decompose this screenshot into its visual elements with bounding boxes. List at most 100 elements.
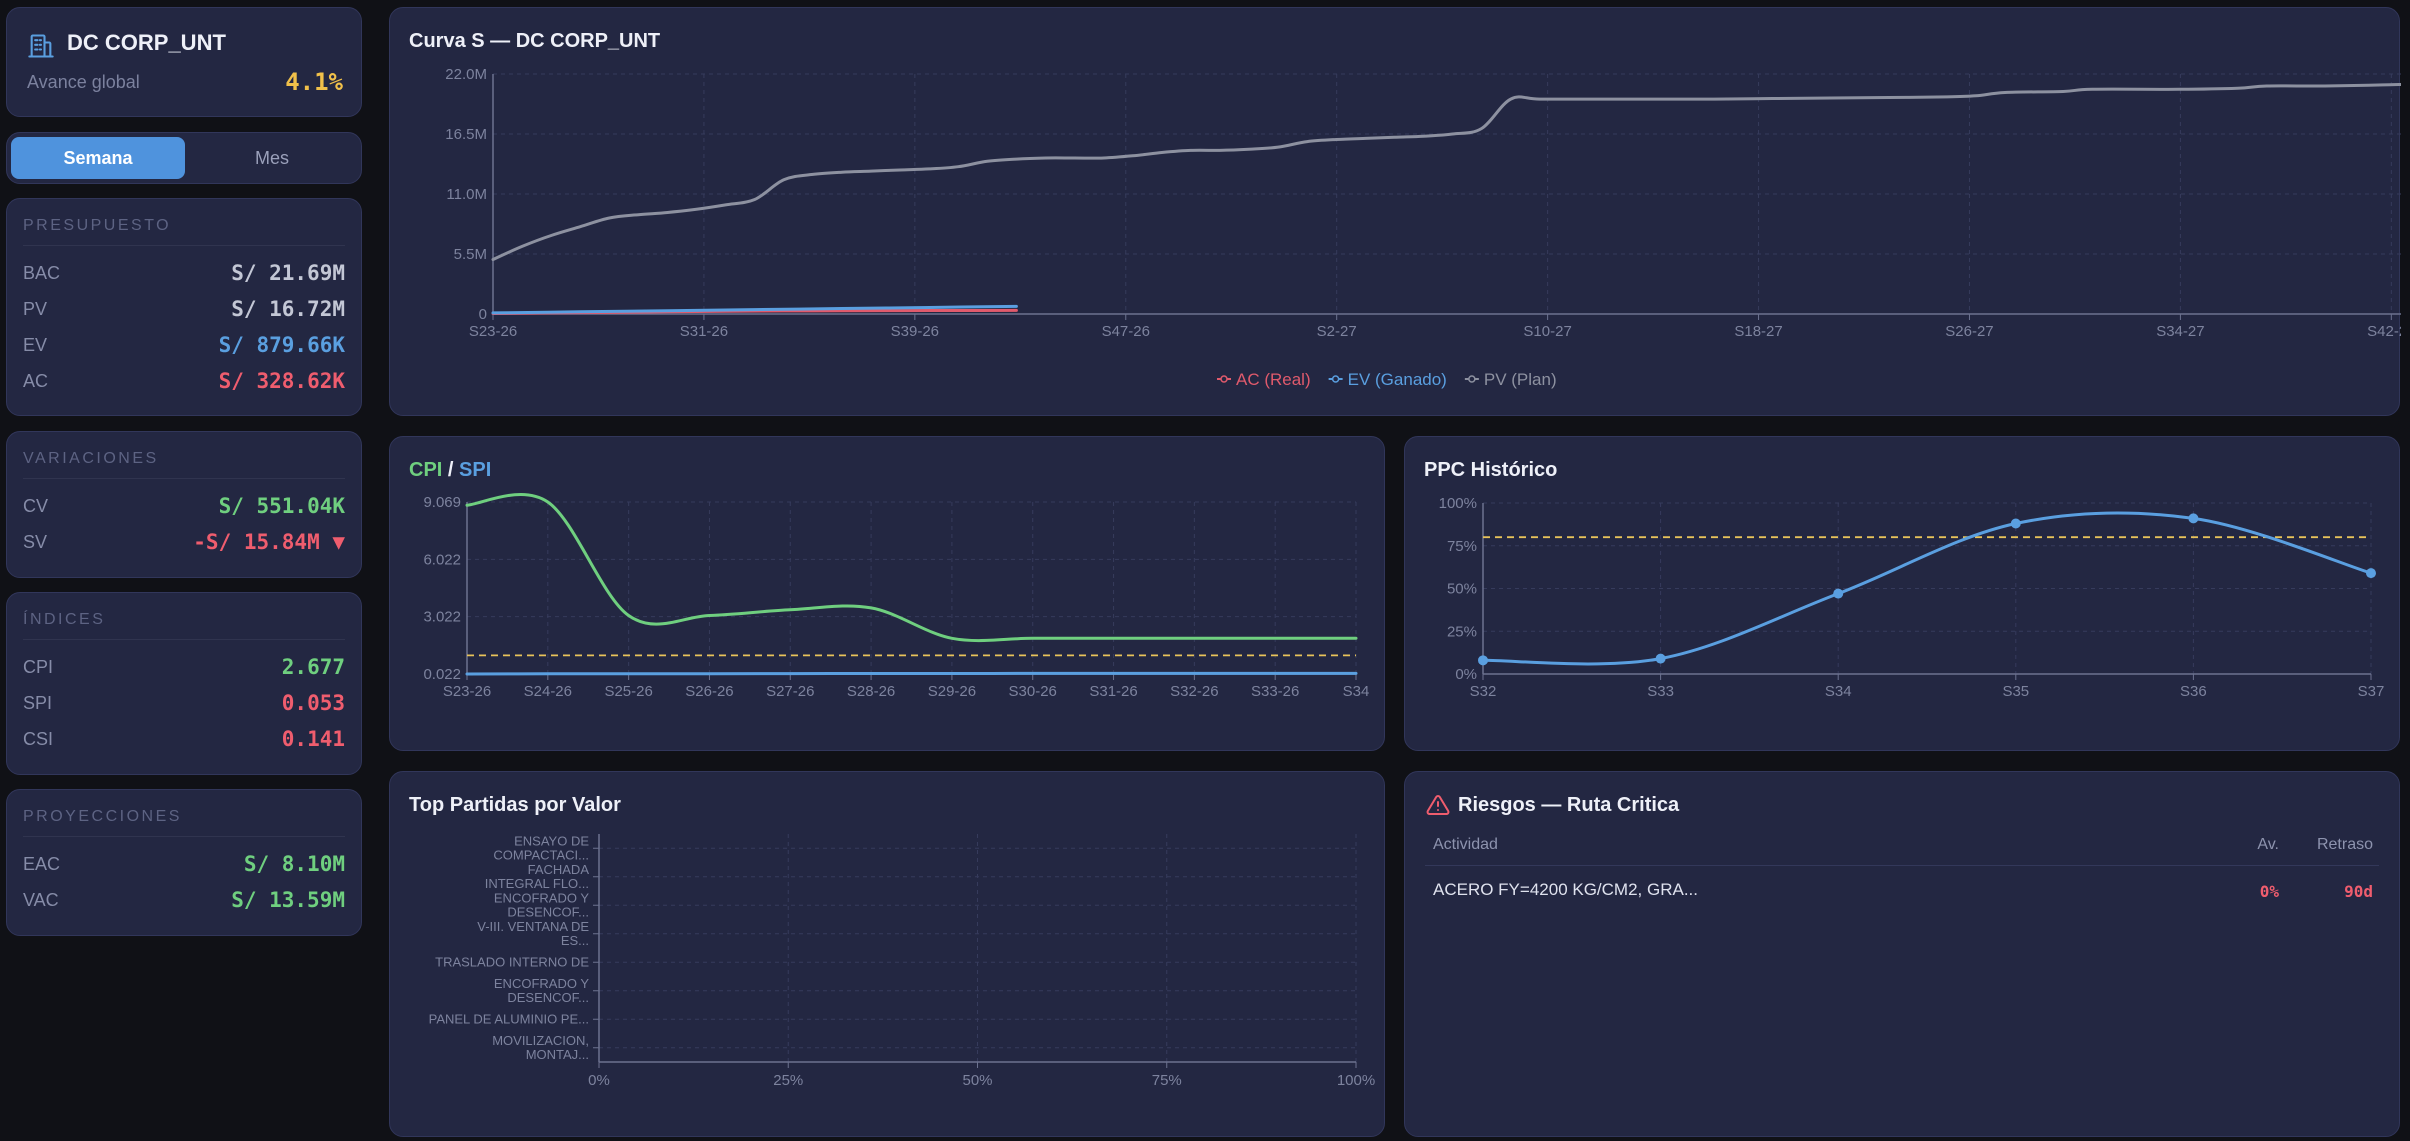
x-tick-label: S29-26 (928, 683, 976, 700)
risk-activity: ACERO FY=4200 KG/CM2, GRA... (1433, 880, 1699, 899)
indices-card: ÍNDICES CPI 2.677 SPI 0.053 CSI 0.141 (6, 592, 362, 775)
kpi-value: S/ 16.72M (231, 297, 345, 321)
budget-title: PRESUPUESTO (23, 217, 172, 234)
category-label-line: ENCOFRADO Y (494, 890, 589, 905)
legend-marker (1468, 375, 1476, 383)
kpi-label: VAC (23, 889, 59, 910)
data-point (2010, 518, 2021, 529)
category-label: ENCOFRADO Y DESENCOF... (494, 890, 589, 919)
spi-title: SPI (459, 459, 492, 481)
projections-title: PROYECCIONES (23, 808, 182, 825)
month-toggle-button[interactable]: Mes (254, 147, 289, 168)
legend-item-1[interactable]: EV (Ganado) (1328, 370, 1447, 389)
kpi-row-sv: SV -S/ 15.84M ▼ (23, 528, 345, 556)
progress-value: 4.1% (285, 68, 343, 96)
x-tick-label: S18-27 (1734, 323, 1782, 340)
legend-item-2[interactable]: PV (Plan) (1464, 370, 1557, 389)
x-tick-label: S24-26 (524, 683, 572, 700)
kpi-value: S/ 328.62K (218, 369, 345, 393)
week-toggle-button[interactable]: Semana (11, 137, 185, 179)
divider (23, 478, 345, 479)
x-tick-label: S25-26 (604, 683, 652, 700)
project-name: DC CORP_UNT (67, 30, 226, 55)
x-tick-label: S39-26 (891, 323, 939, 340)
col-delay: Retraso (2316, 836, 2373, 853)
legend-label: PV (Plan) (1484, 370, 1557, 389)
kpi-label: EV (23, 334, 48, 355)
title-separator: / (442, 459, 460, 481)
x-tick-label: S30-26 (1009, 683, 1057, 700)
kpi-row-pv: PV S/ 16.72M (23, 295, 345, 323)
x-tick-label: S26-26 (685, 683, 733, 700)
kpi-value: -S/ 15.84M ▼ (193, 530, 345, 554)
kpi-label: SV (23, 531, 48, 552)
indices-title: ÍNDICES (23, 611, 106, 628)
cpispi-card: CPI / SPI 0.022 3.022 6.022 9.069 S23-26 S24-… (389, 436, 1385, 751)
risk-progress: 0% (2259, 882, 2279, 901)
x-tick-label: S2-27 (1317, 323, 1357, 340)
y-tick-label: 0% (1455, 666, 1477, 683)
category-label-line: PANEL DE ALUMINIO PE... (429, 1011, 589, 1026)
data-point (1655, 653, 1666, 664)
category-label-line: MONTAJ... (526, 1047, 589, 1062)
x-tick-label: S31-26 (1089, 683, 1137, 700)
budget-card: PRESUPUESTO BAC S/ 21.69M PV S/ 16.72M EV S/ … (6, 198, 362, 416)
variances-title: VARIACIONES (23, 450, 159, 467)
data-point (1833, 588, 1844, 599)
category-label-line: ENCOFRADO Y (494, 976, 589, 991)
x-tick-label: S37 (2358, 683, 2385, 700)
x-tick-label: S34 (1343, 683, 1370, 700)
y-tick-label: 16.5M (445, 126, 487, 143)
category-label-line: COMPACTACI... (493, 847, 589, 862)
x-tick-label: S31-26 (680, 323, 728, 340)
category-label-line: DESENCOF... (507, 990, 589, 1005)
risk-row[interactable]: ACERO FY=4200 KG/CM2, GRA... 0% 90d (1425, 876, 2379, 910)
x-tick-label: S34-27 (2156, 323, 2204, 340)
variances-card: VARIACIONES CV S/ 551.04K SV -S/ 15.84M ▼ (6, 431, 362, 578)
top-items-card: Top Partidas por Valor 0% 25% 50% 75% 100% EN… (389, 771, 1385, 1137)
x-tick-label: S47-26 (1102, 323, 1150, 340)
data-point (1478, 655, 1488, 666)
category-label: MOVILIZACION, MONTAJ... (492, 1033, 589, 1062)
divider (23, 245, 345, 246)
y-tick-label: 0 (479, 306, 487, 323)
x-tick-label: S34 (1825, 683, 1852, 700)
period-toggle: Semana Mes (6, 132, 362, 184)
x-tick-label: 75% (1152, 1072, 1182, 1089)
kpi-value: S/ 551.04K (218, 494, 345, 518)
x-tick-label: S26-27 (1945, 323, 1993, 340)
y-tick-label: 6.022 (423, 551, 461, 568)
scurve-title: Curva S — DC CORP_UNT (409, 30, 661, 52)
y-tick-label: 22.0M (445, 66, 487, 83)
scurve-chart: 0 5.5M 11.0M 16.5M 22.0M S23-26 S31-26 S39-26 S4… (445, 66, 2401, 389)
kpi-value: 0.141 (281, 727, 345, 751)
ppc-title: PPC Histórico (1424, 459, 1558, 481)
x-tick-label: S32-26 (1170, 683, 1218, 700)
divider (23, 639, 345, 640)
category-label: ENSAYO DE COMPACTACI... (493, 833, 589, 862)
x-tick-label: S23-26 (443, 683, 491, 700)
y-tick-label: 5.5M (454, 246, 487, 263)
x-tick-label: S36 (2180, 683, 2207, 700)
x-tick-label: S10-27 (1523, 323, 1571, 340)
risk-delay: 90d (2344, 882, 2373, 901)
y-tick-label: 25% (1447, 623, 1477, 640)
kpi-label: EAC (23, 853, 61, 874)
category-label: V-III. VENTANA DE ES... (477, 919, 589, 948)
kpi-row-csi: CSI 0.141 (23, 725, 345, 753)
x-tick-label: S27-26 (766, 683, 814, 700)
kpi-value: 2.677 (281, 655, 345, 679)
kpi-label: CSI (23, 728, 54, 749)
risks-card: Riesgos — Ruta Critica Actividad Av. Ret… (1404, 771, 2400, 1137)
kpi-row-eac: EAC S/ 8.10M (23, 850, 345, 878)
kpi-row-cpi: CPI 2.677 (23, 653, 345, 681)
series-line-ppc (1481, 511, 2373, 666)
kpi-value: S/ 21.69M (231, 261, 345, 285)
legend-item-0[interactable]: AC (Real) (1217, 370, 1311, 389)
x-tick-label: 50% (962, 1072, 992, 1089)
risks-title: Riesgos — Ruta Critica (1458, 794, 1680, 816)
col-progress: Av. (2257, 836, 2279, 853)
x-tick-label: S32 (1470, 683, 1497, 700)
data-point (2366, 568, 2376, 579)
y-tick-label: 11.0M (446, 186, 487, 203)
